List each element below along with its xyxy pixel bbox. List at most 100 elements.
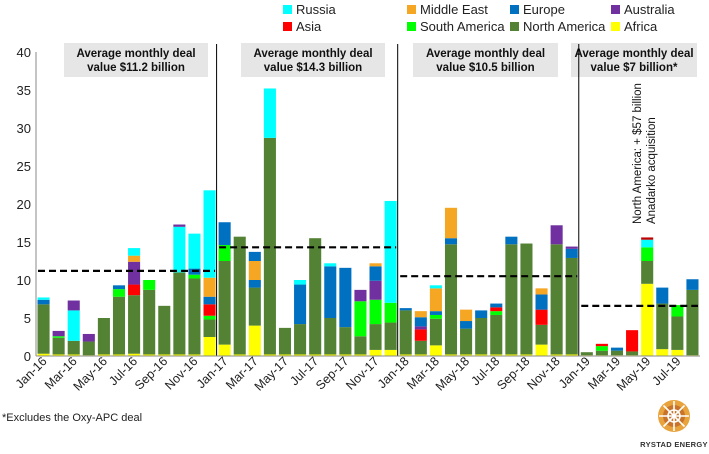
- bar-Dec-16-russia: [203, 190, 216, 278]
- legend-label-south-america: South America: [420, 19, 505, 34]
- x-tick-label-Nov-16: Nov-16: [162, 354, 200, 392]
- bar-Jun-18-europe: [475, 310, 488, 318]
- bar-Dec-16-europe: [203, 296, 216, 305]
- bar-Feb-16-other-8: [52, 330, 65, 337]
- average-label-line1-4: Average monthly deal: [574, 48, 693, 60]
- bar-Jan-18-europe: [399, 308, 412, 311]
- bar-May-19-russia: [641, 239, 654, 248]
- bar-Dec-18-north-america: [565, 257, 578, 355]
- bar-Aug-19-north-america: [686, 289, 699, 356]
- x-tick-label-Jul-19: Jul-19: [650, 354, 684, 388]
- x-tick-label-May-17: May-17: [252, 354, 291, 393]
- bar-Nov-18-africa: [550, 354, 563, 356]
- legend-label-europe: Europe: [523, 2, 565, 17]
- bar-Jul-19-south-america: [671, 305, 684, 317]
- bar-Jun-16-north-america: [112, 296, 126, 355]
- y-tick-label-5: 5: [24, 311, 31, 326]
- bar-Jun-17-russia: [294, 280, 307, 285]
- bar-Apr-19-north-america: [626, 351, 639, 356]
- y-tick-label-20: 20: [17, 197, 31, 212]
- rystad-logo-icon: [658, 400, 690, 432]
- bar-Nov-18-north-america: [550, 244, 563, 355]
- bar-Jul-18-south-america: [490, 311, 503, 315]
- legend-label-australia: Australia: [624, 2, 675, 17]
- bar-Dec-18-africa: [565, 354, 578, 356]
- bar-Feb-16-south-america: [52, 336, 65, 338]
- bar-Feb-16-north-america: [52, 337, 65, 355]
- bar-Mar-18-russia: [429, 285, 442, 289]
- bar-Feb-16-africa: [52, 354, 65, 356]
- bar-Feb-18-north-america: [414, 340, 427, 355]
- bar-Sep-16-africa: [158, 354, 171, 356]
- legend-label-russia: Russia: [296, 2, 337, 17]
- bar-Mar-16-africa: [67, 354, 80, 356]
- bar-Jul-16-middle-east: [128, 255, 141, 262]
- bar-May-19-other-9: [641, 237, 654, 240]
- bar-Mar-19-europe: [610, 347, 624, 351]
- bar-Jun-19-europe: [656, 287, 669, 304]
- bar-Aug-17-north-america: [324, 318, 337, 355]
- bar-Oct-17-australia: [354, 289, 367, 302]
- bar-Apr-17-africa: [263, 354, 276, 356]
- bar-Aug-16-north-america: [143, 289, 156, 355]
- legend-swatch-australia: [611, 5, 620, 14]
- bar-Dec-16-south-america: [203, 315, 216, 320]
- bar-Oct-16-other-8: [173, 224, 186, 227]
- bar-May-16-africa: [97, 354, 110, 356]
- bar-Jan-16-russia: [37, 297, 50, 300]
- bar-Oct-16-north-america: [173, 272, 186, 355]
- legend-swatch-asia: [283, 22, 292, 31]
- bar-Mar-18-europe: [429, 311, 442, 315]
- rystad-logo: RYSTAD ENERGY: [640, 398, 708, 450]
- bar-Jul-18-africa: [490, 354, 503, 356]
- bar-Jun-17-north-america: [294, 324, 307, 355]
- bar-May-18-africa: [460, 354, 473, 356]
- bar-Jul-18-europe: [490, 303, 503, 308]
- bar-Jul-17-africa: [309, 354, 322, 356]
- bar-Jan-16-africa: [37, 353, 50, 356]
- bar-Aug-17-africa: [324, 354, 337, 356]
- bar-Jan-19-north-america: [580, 352, 593, 356]
- bar-Apr-16-north-america: [82, 341, 95, 356]
- bar-May-19-south-america: [641, 247, 654, 261]
- bar-May-18-europe: [460, 321, 473, 329]
- bar-Aug-18-africa: [505, 354, 518, 356]
- legend-swatch-russia: [283, 5, 292, 14]
- bar-Nov-16-north-america: [188, 278, 201, 355]
- bar-Feb-17-north-america: [233, 236, 246, 355]
- bar-Dec-16-north-america: [203, 319, 216, 337]
- bar-Feb-19-south-america: [595, 346, 608, 351]
- bar-Jan-18-north-america: [399, 310, 412, 355]
- annotation: North America: + $57 billion Anadarko acq…: [632, 83, 658, 224]
- bar-Mar-17-africa: [248, 325, 261, 356]
- bar-Jun-18-africa: [475, 354, 488, 356]
- bar-May-19-africa: [641, 283, 654, 356]
- legend-swatch-africa: [611, 22, 620, 31]
- bar-Jun-19-africa: [656, 349, 669, 356]
- bar-Oct-17-south-america: [354, 301, 367, 337]
- bar-Mar-16-north-america: [67, 340, 80, 355]
- bar-Aug-18-europe: [505, 236, 518, 245]
- bar-Oct-16-russia: [173, 226, 186, 273]
- bar-Oct-17-africa: [354, 354, 367, 356]
- bar-Mar-17-other-10: [248, 251, 261, 261]
- bar-Oct-16-africa: [173, 354, 186, 356]
- bar-Sep-17-north-america: [339, 327, 352, 355]
- bar-Jul-16-russia: [128, 248, 141, 256]
- x-tick-label-May-16: May-16: [71, 354, 110, 393]
- y-tick-label-15: 15: [17, 235, 31, 250]
- bar-Sep-18-africa: [520, 354, 533, 356]
- period-dividers: [216, 44, 580, 356]
- bar-Nov-17-south-america: [369, 299, 382, 325]
- bar-Apr-19-asia: [626, 330, 639, 352]
- bars: [37, 88, 699, 356]
- average-labels: Average monthly deal value $11.2 billion A…: [64, 43, 697, 77]
- legend-swatch-north-america: [510, 22, 519, 31]
- bar-Nov-18-australia: [550, 225, 563, 245]
- bar-Jun-17-africa: [294, 354, 307, 356]
- y-tick-label-10: 10: [17, 273, 31, 288]
- annotation-line1: North America: + $57 billion: [632, 83, 644, 224]
- average-box-1: [64, 43, 208, 77]
- bar-Feb-19-north-america: [595, 350, 608, 356]
- average-label-line1-2: Average monthly deal: [253, 48, 372, 60]
